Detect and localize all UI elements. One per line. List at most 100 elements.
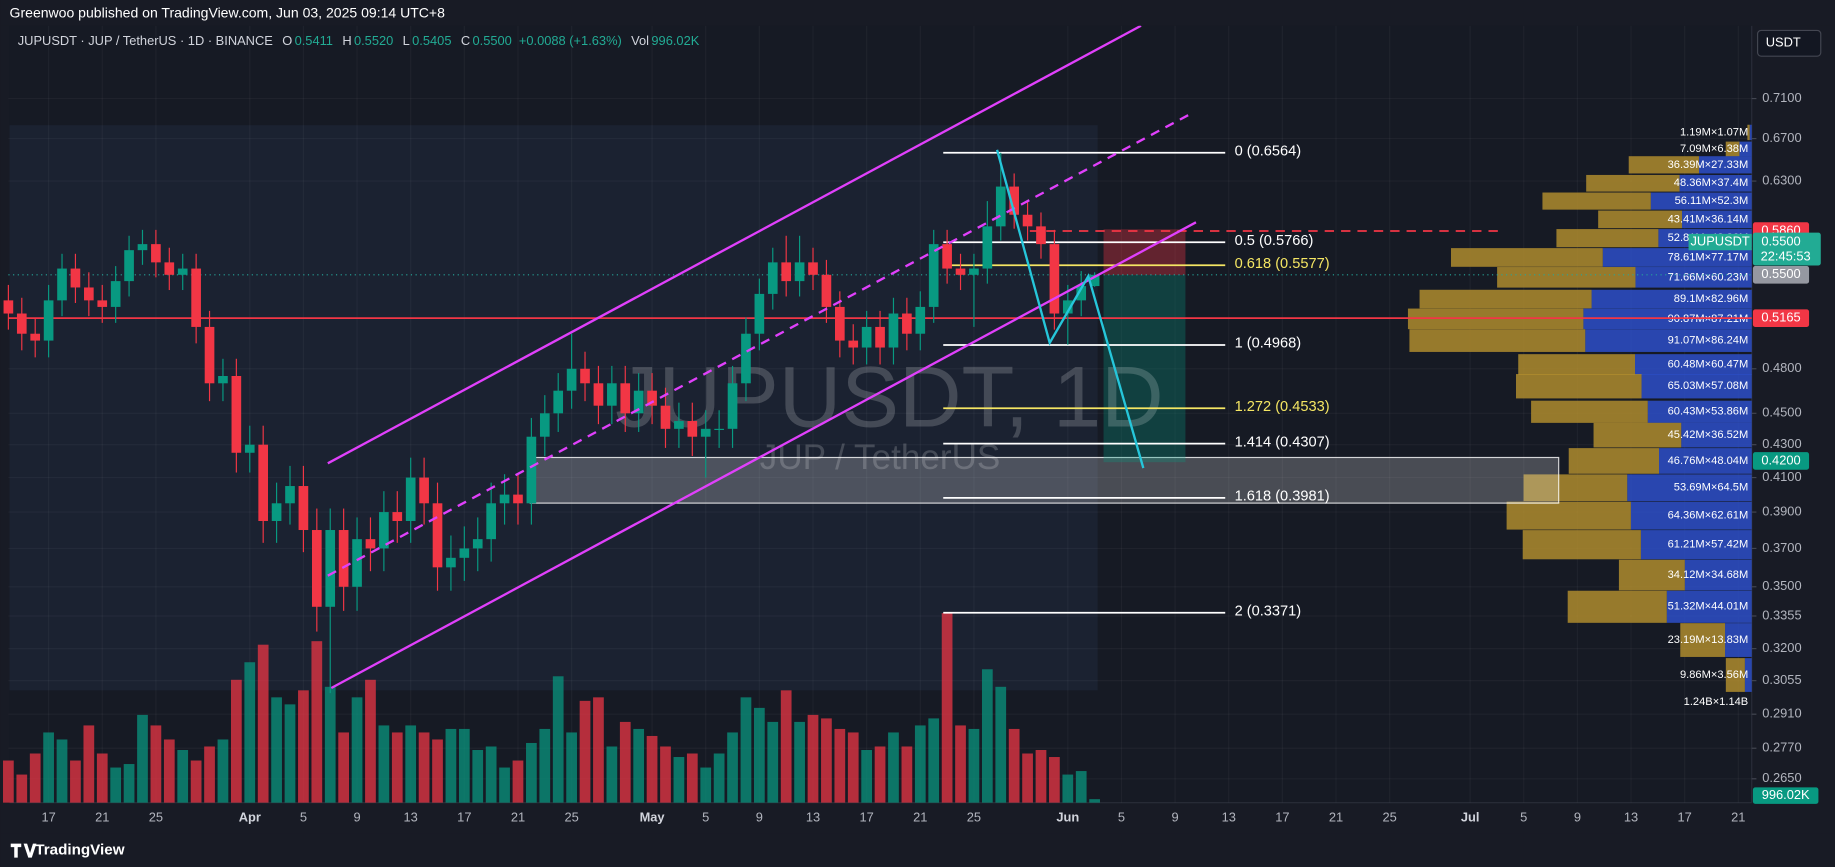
candle-body xyxy=(875,326,885,348)
profile-label: 78.61M×77.17M xyxy=(1668,251,1749,263)
volume-bar xyxy=(1089,799,1100,803)
candle-body xyxy=(754,293,765,334)
currency-button[interactable] xyxy=(1757,29,1822,57)
volume-bar xyxy=(70,760,81,803)
o-value: 0.5411 xyxy=(295,34,333,49)
candle-body xyxy=(821,274,832,307)
profile-up xyxy=(1628,156,1699,174)
publisher: Greenwoo published on TradingView.com, J… xyxy=(10,5,446,21)
fib-label: 0.5 (0.5766) xyxy=(1235,233,1314,249)
profile-up xyxy=(1680,623,1726,657)
o-label: O xyxy=(282,34,292,49)
profile-up xyxy=(1518,354,1635,375)
y-tick-label: 0.2910 xyxy=(1762,706,1801,721)
candle-body xyxy=(902,313,912,334)
volume-bar xyxy=(257,644,269,803)
candle-body xyxy=(311,530,322,607)
candle-body xyxy=(57,268,67,301)
profile-up xyxy=(1515,374,1642,399)
candle-body xyxy=(338,530,349,587)
candle-body xyxy=(955,268,966,275)
candle-body xyxy=(97,300,108,307)
candle-body xyxy=(379,512,389,549)
volume-bar xyxy=(96,753,108,803)
volume-bar xyxy=(740,697,752,803)
volume-badge xyxy=(1752,787,1819,804)
volume-bar xyxy=(566,732,577,803)
candle-body xyxy=(1062,300,1073,314)
currency[interactable]: USDT xyxy=(1766,35,1801,50)
x-tick-label: May xyxy=(640,809,666,824)
candle-body xyxy=(352,539,362,587)
candle-body xyxy=(16,313,27,334)
profile-up xyxy=(1725,658,1745,692)
vol-value: 996.02K xyxy=(651,34,699,49)
price-badge-label: 0.5500 xyxy=(1761,266,1800,281)
x-tick-label: 25 xyxy=(564,809,578,824)
profile-up xyxy=(1556,229,1659,248)
volume-bar xyxy=(606,746,618,803)
candle-body xyxy=(1049,244,1060,314)
candle-body xyxy=(633,390,644,414)
volume-bar xyxy=(847,732,859,803)
profile-down xyxy=(1725,623,1752,657)
volume-bar xyxy=(485,746,497,803)
candle-body xyxy=(982,226,993,269)
last-price-symbol-badge xyxy=(1688,233,1752,251)
x-tick-label: 9 xyxy=(756,809,763,824)
volume-bar xyxy=(539,728,551,803)
volume-bar xyxy=(472,749,484,803)
candle-body xyxy=(995,186,1006,227)
candle-body xyxy=(218,375,228,384)
candle-body xyxy=(727,383,738,429)
profile-down xyxy=(1744,658,1752,692)
volume-bar xyxy=(512,760,524,803)
candle-body xyxy=(714,428,724,430)
fib-label: 1.618 (0.3981) xyxy=(1235,489,1330,505)
candle-body xyxy=(580,368,590,384)
x-tick-label: 5 xyxy=(300,809,307,824)
profile-down xyxy=(1647,400,1752,423)
volume-bar xyxy=(445,728,457,803)
channel-lower xyxy=(330,221,1197,690)
x-tick-label: 13 xyxy=(1624,809,1638,824)
profile-down xyxy=(1666,590,1752,623)
target-zone xyxy=(1103,274,1186,463)
y-tick-label: 0.4100 xyxy=(1762,469,1801,484)
x-tick-label: 9 xyxy=(353,809,360,824)
profile-up xyxy=(1409,329,1586,352)
volume-bar xyxy=(526,742,537,803)
price-badge xyxy=(1752,452,1810,470)
volume-bar xyxy=(137,714,148,803)
volume-bar xyxy=(217,739,229,803)
candle-body xyxy=(767,262,778,294)
candle-body xyxy=(405,477,416,521)
volume-bar xyxy=(150,725,162,803)
y-tick-label: 0.3055 xyxy=(1762,672,1801,687)
volume-bar xyxy=(686,753,698,803)
volume-bar xyxy=(110,767,122,803)
profile-down xyxy=(1591,289,1752,309)
profile-down xyxy=(1630,501,1752,530)
profile-label: 34.12M×34.68M xyxy=(1668,569,1749,581)
candle-body xyxy=(43,300,54,341)
fib-label: 1.272 (0.4533) xyxy=(1235,399,1330,415)
watermark-sub: JUP / TetherUS xyxy=(760,438,1001,477)
volume-bar xyxy=(3,760,14,803)
volume-bar xyxy=(351,697,363,803)
x-tick-label: 21 xyxy=(1731,809,1745,824)
profile-total: 1.24B×1.14B xyxy=(1684,696,1749,708)
candle-body xyxy=(915,306,926,334)
price-badge xyxy=(1752,266,1810,284)
volume-bar xyxy=(1062,774,1074,803)
y-tick-label: 0.4500 xyxy=(1762,405,1801,420)
candle-body xyxy=(647,390,657,406)
profile-label: 60.48M×60.47M xyxy=(1668,358,1749,370)
profile-up xyxy=(1725,141,1740,157)
fib-label: 2 (0.3371) xyxy=(1235,603,1302,619)
profile-down xyxy=(1641,374,1752,399)
profile-label: 9.86M×3.56M xyxy=(1680,669,1748,681)
x-tick-label: Jun xyxy=(1056,809,1079,824)
profile-label: 64.36M×62.61M xyxy=(1668,510,1749,522)
price-badge-label: 0.5165 xyxy=(1761,310,1800,325)
